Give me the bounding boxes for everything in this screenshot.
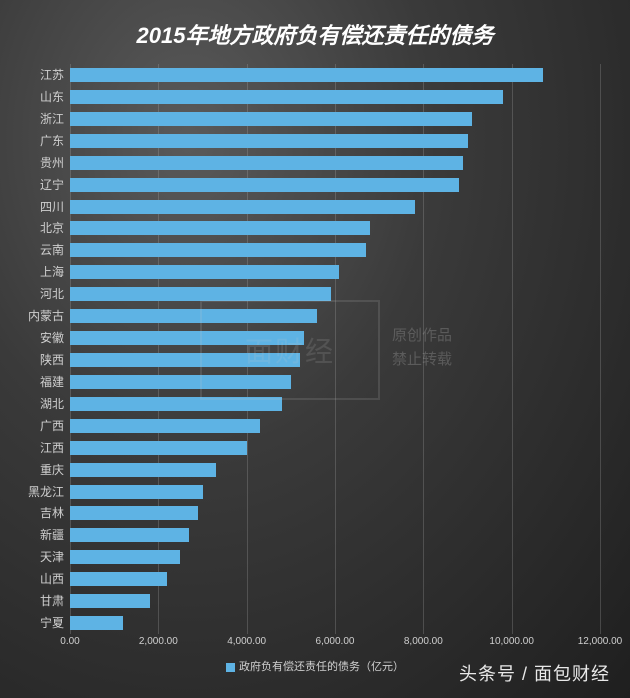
bar — [70, 550, 180, 564]
bar — [70, 419, 260, 433]
y-tick-label: 浙江 — [40, 112, 64, 126]
bar — [70, 594, 150, 608]
bar-row — [70, 463, 600, 477]
y-tick-label: 湖北 — [40, 397, 64, 411]
y-tick-label: 山西 — [40, 572, 64, 586]
x-tick-label: 4,000.00 — [227, 636, 266, 647]
y-tick-label: 辽宁 — [40, 178, 64, 192]
y-tick-label: 江苏 — [40, 68, 64, 82]
bar-row — [70, 616, 600, 630]
y-tick-label: 重庆 — [40, 463, 64, 477]
bar — [70, 156, 463, 170]
bar — [70, 265, 339, 279]
x-tick-label: 10,000.00 — [489, 636, 534, 647]
y-tick-label: 新疆 — [40, 528, 64, 542]
y-tick-label: 安徽 — [40, 331, 64, 345]
bar-row — [70, 265, 600, 279]
bar-row — [70, 243, 600, 257]
bar — [70, 506, 198, 520]
y-tick-label: 吉林 — [40, 506, 64, 520]
y-tick-label: 广东 — [40, 134, 64, 148]
gridline — [600, 64, 601, 634]
x-tick-label: 8,000.00 — [404, 636, 443, 647]
bar — [70, 528, 189, 542]
y-tick-label: 陕西 — [40, 353, 64, 367]
x-tick-label: 12,000.00 — [578, 636, 623, 647]
y-tick-label: 上海 — [40, 265, 64, 279]
bar-row — [70, 200, 600, 214]
bar-row — [70, 90, 600, 104]
legend-text: 政府负有偿还责任的债务（亿元） — [239, 661, 404, 673]
bar — [70, 616, 123, 630]
y-axis-labels: 江苏山东浙江广东贵州辽宁四川北京云南上海河北内蒙古安徽陕西福建湖北广西江西重庆黑… — [0, 64, 70, 634]
y-tick-label: 内蒙古 — [28, 309, 64, 323]
watermark-line1: 原创作品 — [392, 324, 452, 348]
bar — [70, 441, 247, 455]
y-tick-label: 天津 — [40, 550, 64, 564]
y-tick-label: 黑龙江 — [28, 485, 64, 499]
y-tick-label: 江西 — [40, 441, 64, 455]
bar — [70, 221, 370, 235]
bar — [70, 112, 472, 126]
bar-row — [70, 68, 600, 82]
footer-attribution: 头条号 / 面包财经 — [459, 660, 610, 686]
x-tick-label: 0.00 — [60, 636, 79, 647]
x-tick-label: 6,000.00 — [316, 636, 355, 647]
y-tick-label: 北京 — [40, 221, 64, 235]
y-tick-label: 甘肃 — [40, 594, 64, 608]
bar — [70, 243, 366, 257]
chart-title: 2015年地方政府负有偿还责任的债务 — [0, 0, 630, 62]
y-tick-label: 河北 — [40, 287, 64, 301]
bar-row — [70, 506, 600, 520]
watermark-line2: 禁止转载 — [392, 348, 452, 372]
y-tick-label: 山东 — [40, 90, 64, 104]
bar — [70, 463, 216, 477]
bar-row — [70, 134, 600, 148]
bar — [70, 134, 468, 148]
bar-row — [70, 419, 600, 433]
bar-row — [70, 441, 600, 455]
bar-row — [70, 112, 600, 126]
bar — [70, 178, 459, 192]
bar-row — [70, 572, 600, 586]
y-tick-label: 云南 — [40, 243, 64, 257]
bar-row — [70, 528, 600, 542]
bar-row — [70, 594, 600, 608]
bar-row — [70, 485, 600, 499]
x-axis-labels: 0.002,000.004,000.006,000.008,000.0010,0… — [70, 636, 600, 654]
bar — [70, 485, 203, 499]
bar-row — [70, 550, 600, 564]
x-tick-label: 2,000.00 — [139, 636, 178, 647]
bar-row — [70, 156, 600, 170]
legend-color-box — [226, 663, 235, 672]
watermark-box: 面财经 — [200, 300, 380, 400]
y-tick-label: 贵州 — [40, 156, 64, 170]
bar — [70, 68, 543, 82]
bar — [70, 572, 167, 586]
bar-row — [70, 178, 600, 192]
watermark-side-text: 原创作品 禁止转载 — [392, 324, 452, 372]
bar-row — [70, 221, 600, 235]
bar — [70, 90, 503, 104]
y-tick-label: 四川 — [40, 200, 64, 214]
y-tick-label: 广西 — [40, 419, 64, 433]
y-tick-label: 福建 — [40, 375, 64, 389]
bar — [70, 200, 415, 214]
y-tick-label: 宁夏 — [40, 616, 64, 630]
